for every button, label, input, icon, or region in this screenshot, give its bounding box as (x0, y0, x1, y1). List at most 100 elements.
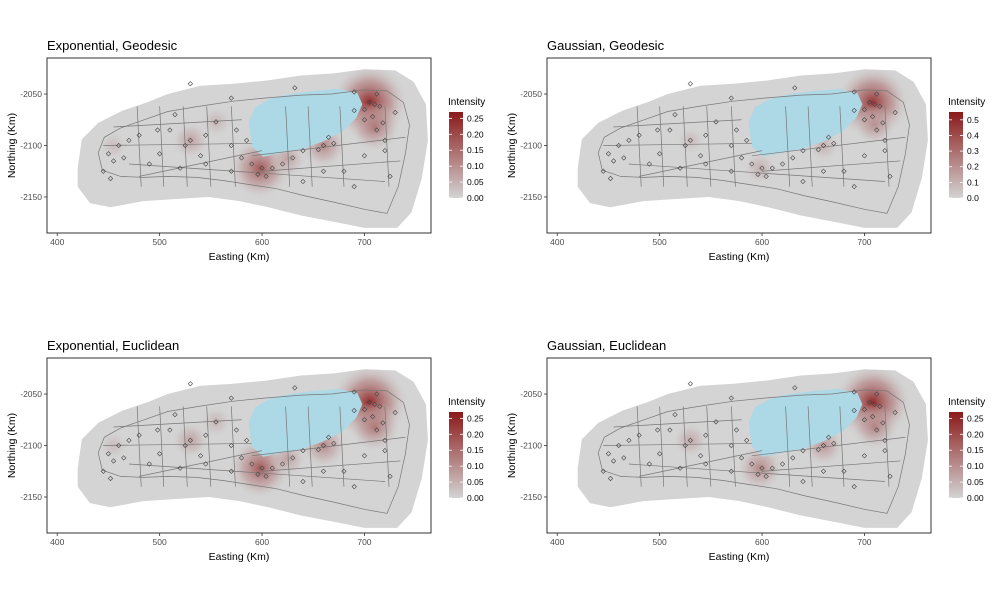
observation-point (300, 478, 306, 485)
observation-point (244, 437, 250, 443)
observation-point (351, 107, 357, 114)
observation-point (882, 448, 888, 454)
y-tick-label: -2150 (520, 192, 542, 202)
lake (748, 88, 863, 157)
observation-point (325, 434, 332, 440)
observation-point (374, 127, 380, 133)
observation-point (800, 178, 806, 185)
road (807, 106, 813, 187)
road (762, 160, 901, 172)
observation-point (380, 420, 386, 426)
y-tick-label: -2100 (520, 141, 542, 151)
observation-point (154, 127, 161, 133)
observation-points (600, 381, 898, 490)
chart-title: Gaussian, Geodesic (547, 38, 665, 53)
legend-tick-label: 0.3 (967, 146, 979, 156)
observation-point (880, 120, 886, 126)
observation-point (728, 142, 734, 149)
x-tick-label: 700 (857, 237, 871, 247)
observation-point (110, 158, 117, 164)
road-network (97, 89, 410, 214)
x-tick-label: 400 (50, 537, 64, 547)
observation-point (121, 155, 127, 161)
observation-point (759, 165, 765, 171)
observation-point (728, 468, 734, 474)
legend-tick-label: 0.2 (967, 162, 979, 172)
road (384, 406, 390, 487)
observation-point (687, 137, 693, 143)
road (113, 119, 242, 128)
observation-point (870, 414, 876, 420)
observation-point (177, 165, 183, 171)
observation-point (300, 178, 306, 185)
road (884, 406, 890, 487)
y-tick-label: -2150 (20, 192, 42, 202)
chart-svg: Exponential, Euclidean 400 500 600 700 -2050 -… (6, 338, 485, 563)
observation-point (687, 381, 693, 387)
observation-point (851, 107, 857, 114)
observation-point (790, 155, 796, 161)
observation-point (203, 432, 209, 438)
observation-point (769, 165, 775, 171)
observation-point (315, 146, 321, 153)
observation-point (374, 391, 380, 397)
observation-point (249, 161, 255, 167)
observation-point (763, 473, 769, 480)
observation-point (610, 158, 617, 164)
observation-point (238, 155, 245, 161)
observation-point (259, 165, 265, 171)
legend-colorbar (449, 112, 463, 198)
observation-point (203, 461, 209, 467)
panel-gaussian-euclidean: Gaussian, Euclidean 400 500 600 700 -2050 -210… (500, 300, 1000, 600)
y-axis-label: Northing (Km) (506, 113, 518, 178)
observation-point (263, 173, 269, 180)
road (785, 106, 791, 187)
observation-point (887, 173, 893, 180)
observation-points (100, 81, 398, 190)
observation-point (815, 146, 821, 153)
observation-point (263, 473, 269, 480)
road (639, 150, 763, 177)
observation-point (646, 461, 653, 467)
legend-tick-label: 0.10 (967, 461, 984, 471)
observation-point (755, 171, 761, 177)
observation-point (874, 427, 880, 433)
road (182, 406, 188, 487)
observation-point (172, 111, 178, 118)
y-tick-label: -2100 (20, 441, 42, 451)
y-tick-label: -2050 (20, 389, 42, 399)
observation-point (687, 81, 693, 87)
observation-point (361, 153, 368, 159)
road (251, 436, 406, 457)
observation-point (126, 137, 132, 143)
observation-points (100, 381, 398, 490)
observation-point (366, 99, 373, 105)
legend-tick-label: 0.10 (467, 161, 484, 171)
intensity-hotspot (171, 121, 210, 160)
road (384, 106, 390, 187)
x-tick-label: 700 (357, 237, 371, 247)
observation-point (728, 168, 734, 174)
panel-exponential-euclidean: Exponential, Euclidean 400 500 600 700 -2050 -… (0, 300, 500, 600)
lake (248, 388, 363, 457)
observation-point (759, 465, 765, 471)
road (659, 106, 665, 187)
road (730, 406, 736, 487)
x-tick-label: 600 (255, 537, 269, 547)
observation-point (146, 161, 153, 167)
observation-point (351, 89, 357, 95)
observation-point (370, 414, 376, 420)
observation-point (372, 401, 378, 407)
observation-point (361, 406, 368, 413)
x-tick-label: 500 (153, 537, 167, 547)
observation-point (687, 437, 693, 443)
legend-tick-label: 0.20 (467, 129, 484, 139)
legend-tick-label: 0.05 (467, 477, 484, 487)
x-tick-label: 700 (857, 537, 871, 547)
observation-point (167, 427, 173, 433)
observation-point (372, 101, 378, 107)
legend-title: Intensity (948, 97, 985, 108)
observation-point (351, 407, 357, 414)
observation-point (880, 420, 886, 426)
road (206, 106, 212, 187)
